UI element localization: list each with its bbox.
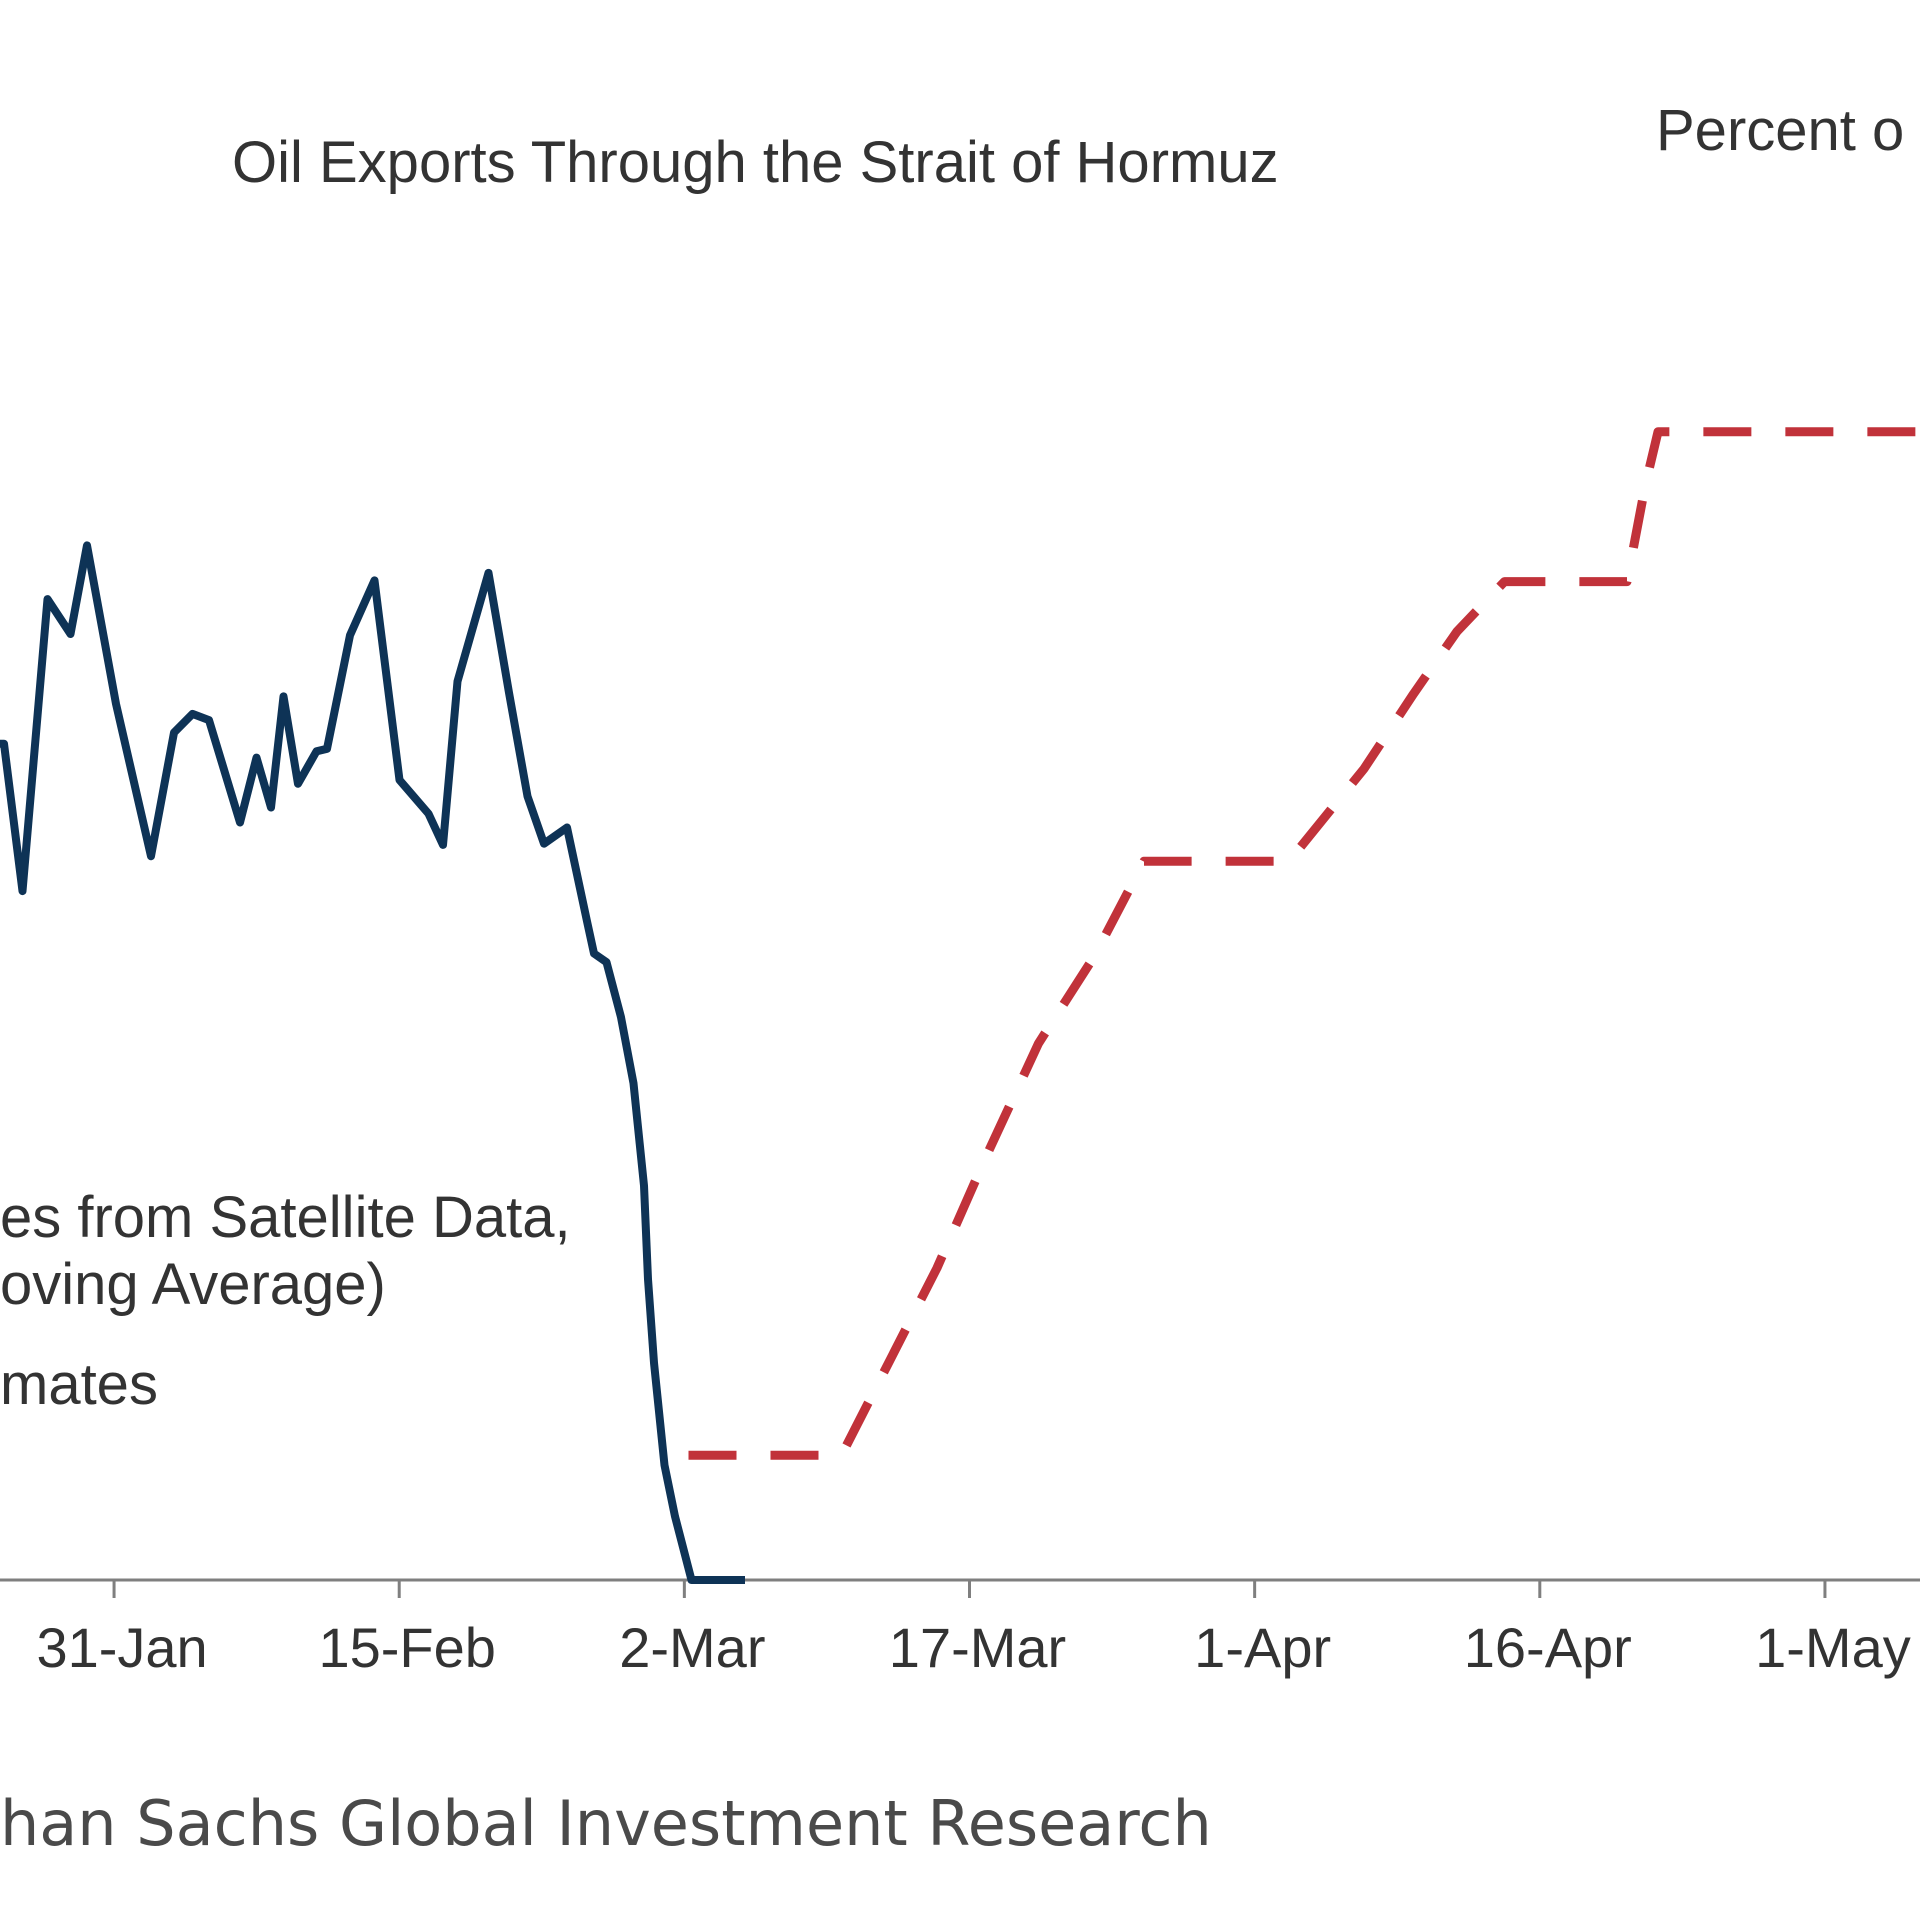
legend-line-1: es from Satellite Data, <box>0 1185 571 1250</box>
series-estimates-line <box>688 427 1920 1460</box>
chart-title: Oil Exports Through the Strait of Hormuz <box>232 130 1279 195</box>
x-tick-label: 16-Apr <box>1464 1616 1632 1679</box>
source-note: han Sachs Global Investment Research <box>0 1787 1212 1860</box>
series-satellite-line <box>0 541 745 1584</box>
x-tick-label: 17-Mar <box>889 1616 1066 1679</box>
legend-line-2: oving Average) <box>0 1252 386 1317</box>
series-layer <box>0 427 1920 1584</box>
legend-line-3: mates <box>0 1352 158 1417</box>
x-axis-tick-labels: 31-Jan 15-Feb 2-Mar 17-Mar 1-Apr 16-Apr … <box>36 1616 1910 1679</box>
x-tick-label: 15-Feb <box>318 1616 495 1679</box>
x-axis-ticks <box>112 1580 1827 1598</box>
x-tick-label: 1-Apr <box>1194 1616 1331 1679</box>
y-unit-label: Percent o <box>1656 98 1904 163</box>
x-tick-label: 31-Jan <box>36 1616 207 1679</box>
x-tick-label: 2-Mar <box>619 1616 765 1679</box>
legend: es from Satellite Data, oving Average) m… <box>0 1185 571 1417</box>
x-tick-label: 1-May <box>1755 1616 1911 1679</box>
